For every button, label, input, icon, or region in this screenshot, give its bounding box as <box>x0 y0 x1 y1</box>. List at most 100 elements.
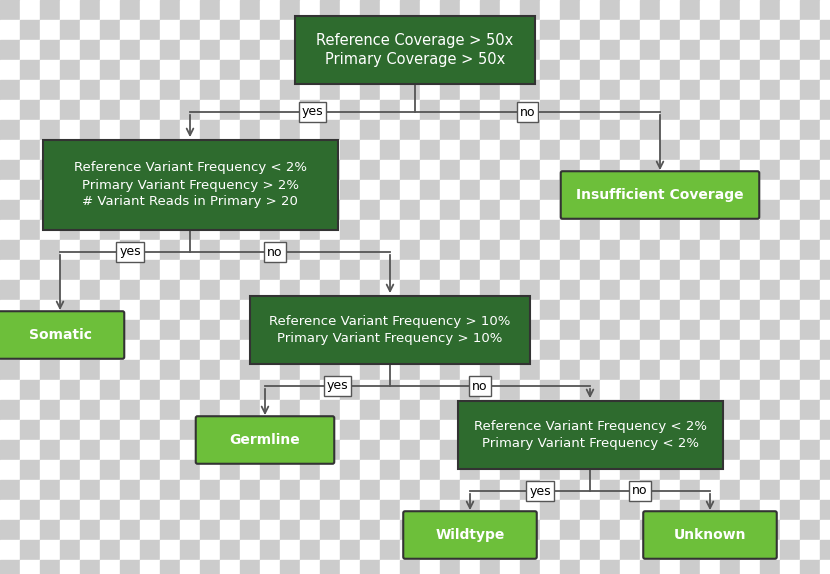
Bar <box>220 440 240 460</box>
Bar <box>600 440 620 460</box>
Bar <box>360 460 380 480</box>
Bar <box>220 200 240 220</box>
Bar <box>520 440 540 460</box>
Bar <box>280 0 300 20</box>
Bar <box>560 480 580 500</box>
Bar <box>780 560 800 574</box>
Bar <box>120 460 140 480</box>
Bar <box>640 20 660 40</box>
Bar <box>200 220 220 240</box>
Bar <box>140 460 160 480</box>
Bar <box>600 460 620 480</box>
Bar <box>280 420 300 440</box>
Bar <box>60 420 80 440</box>
Bar <box>440 60 460 80</box>
Bar <box>820 420 830 440</box>
Bar <box>220 140 240 160</box>
Bar <box>380 480 400 500</box>
Bar <box>160 140 180 160</box>
Bar <box>280 520 300 540</box>
Bar <box>440 280 460 300</box>
Bar <box>360 480 380 500</box>
Bar <box>500 200 520 220</box>
Bar <box>780 360 800 380</box>
Bar <box>180 540 200 560</box>
Bar <box>300 220 320 240</box>
Bar <box>80 0 100 20</box>
Bar <box>120 260 140 280</box>
Bar <box>0 240 20 260</box>
Bar <box>100 20 120 40</box>
Bar <box>140 120 160 140</box>
Bar <box>800 420 820 440</box>
Bar <box>440 120 460 140</box>
Bar <box>180 160 200 180</box>
Bar <box>300 260 320 280</box>
Bar <box>460 220 480 240</box>
Bar <box>240 200 260 220</box>
Bar <box>200 480 220 500</box>
Bar <box>800 320 820 340</box>
Bar <box>760 560 780 574</box>
Bar <box>140 340 160 360</box>
Bar <box>740 400 760 420</box>
Bar <box>520 560 540 574</box>
Bar <box>240 260 260 280</box>
Bar <box>420 300 440 320</box>
Bar <box>300 140 320 160</box>
Bar <box>700 560 720 574</box>
Bar <box>820 440 830 460</box>
Bar <box>740 480 760 500</box>
Bar <box>240 240 260 260</box>
Bar <box>520 500 540 520</box>
Bar <box>820 280 830 300</box>
Bar <box>740 200 760 220</box>
Bar <box>740 520 760 540</box>
Bar <box>280 400 300 420</box>
Bar <box>520 320 540 340</box>
Bar <box>300 360 320 380</box>
Bar <box>40 340 60 360</box>
Bar <box>640 520 660 540</box>
Bar <box>780 20 800 40</box>
Bar <box>460 360 480 380</box>
Bar <box>480 380 500 400</box>
Bar <box>120 240 140 260</box>
Bar <box>440 460 460 480</box>
Bar <box>680 400 700 420</box>
Bar <box>240 540 260 560</box>
Bar <box>140 300 160 320</box>
Bar <box>780 60 800 80</box>
Bar <box>380 120 400 140</box>
Bar <box>400 60 420 80</box>
Bar <box>760 40 780 60</box>
Bar <box>0 220 20 240</box>
Bar <box>160 340 180 360</box>
Bar <box>440 160 460 180</box>
Bar <box>200 300 220 320</box>
Bar <box>80 80 100 100</box>
Bar <box>280 320 300 340</box>
Bar <box>680 260 700 280</box>
Bar <box>220 20 240 40</box>
Bar <box>720 540 740 560</box>
Bar <box>420 20 440 40</box>
Bar <box>780 320 800 340</box>
Bar <box>720 280 740 300</box>
Bar <box>760 20 780 40</box>
Bar <box>760 260 780 280</box>
Bar <box>640 160 660 180</box>
Bar <box>580 200 600 220</box>
Bar <box>20 320 40 340</box>
Bar <box>100 0 120 20</box>
Bar <box>480 40 500 60</box>
Bar <box>300 280 320 300</box>
Bar <box>280 20 300 40</box>
Bar <box>100 540 120 560</box>
Bar <box>100 500 120 520</box>
Bar <box>760 100 780 120</box>
Bar <box>200 60 220 80</box>
Bar <box>440 20 460 40</box>
Bar <box>360 120 380 140</box>
Bar <box>360 520 380 540</box>
